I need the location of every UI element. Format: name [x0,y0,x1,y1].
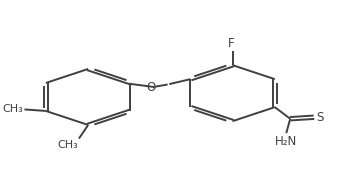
Text: CH₃: CH₃ [57,140,78,150]
Text: CH₃: CH₃ [2,104,23,114]
Text: F: F [228,37,234,50]
Text: H₂N: H₂N [275,135,298,148]
Text: O: O [146,81,155,94]
Text: S: S [316,111,323,124]
